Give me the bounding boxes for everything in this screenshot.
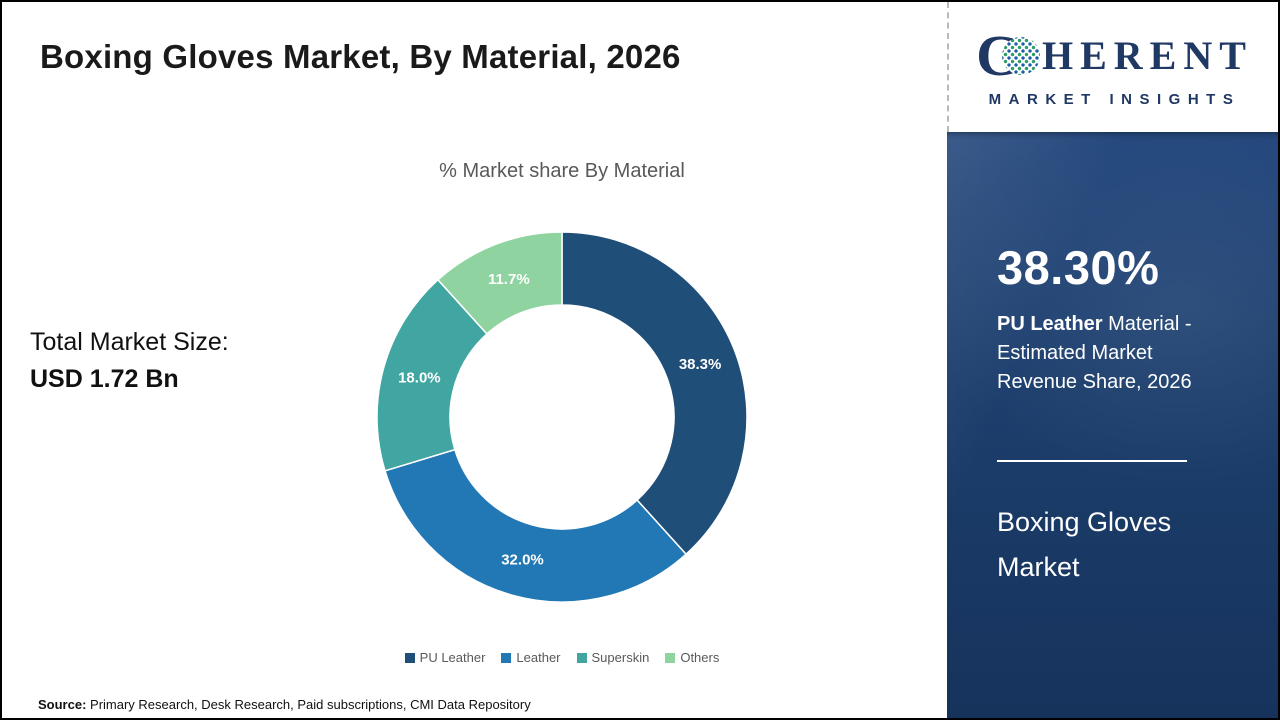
total-market-size-label: Total Market Size: (30, 328, 229, 356)
page-title: Boxing Gloves Market, By Material, 2026 (40, 38, 681, 75)
legend-item-others: Others (665, 650, 719, 665)
globe-dots-icon (1001, 36, 1040, 75)
source-text: Primary Research, Desk Research, Paid su… (86, 697, 531, 712)
donut-segment-label-leather: 32.0% (501, 552, 544, 569)
market-name: Boxing Gloves Market (997, 507, 1172, 582)
legend-swatch-icon (576, 652, 587, 663)
total-market-size-block: Total Market Size: USD 1.72 Bn (30, 328, 229, 394)
highlight-panel: 38.30% PU Leather Material - Estimated M… (947, 132, 1278, 718)
chart-area: Boxing Gloves Market, By Material, 2026 … (2, 2, 947, 718)
stat-description-bold: PU Leather (997, 313, 1103, 335)
total-market-size-value: USD 1.72 Bn (30, 365, 179, 393)
legend-swatch-icon (404, 652, 415, 663)
donut-segment-label-superskin: 18.0% (398, 369, 441, 386)
donut-segment-leather (384, 448, 688, 603)
legend-label: PU Leather (419, 650, 486, 665)
legend-swatch-icon (501, 652, 512, 663)
source-note: Source: Primary Research, Desk Research,… (38, 697, 531, 712)
stat-description: PU Leather Material - Estimated Market R… (997, 310, 1219, 397)
donut-chart: 38.3% 32.0% 18.0% 11.7% (376, 231, 748, 603)
donut-segment-pu-leather (561, 231, 748, 556)
chart-legend: PU Leather Leather Superskin Others (312, 650, 812, 665)
panel-divider (997, 460, 1187, 462)
stat-value: 38.30% (997, 241, 1160, 294)
donut-segment-others (436, 231, 563, 335)
source-label: Source: (38, 697, 87, 712)
legend-item-superskin: Superskin (576, 650, 650, 665)
legend-item-pu-leather: PU Leather (404, 650, 486, 665)
legend-label: Superskin (591, 650, 650, 665)
donut-segment-label-pu-leather: 38.3% (679, 356, 722, 373)
brand-logo-row: C HERENT (976, 26, 1253, 85)
donut-segment-label-others: 11.7% (488, 271, 530, 288)
chart-title: % Market share By Material (439, 160, 685, 182)
legend-label: Leather (516, 650, 561, 665)
stat-description-rest: Material - Estimated Market Revenue Shar… (997, 313, 1192, 393)
logo-wordmark: HERENT (1041, 32, 1253, 78)
brand-logo: C HERENT MARKET INSIGHTS (947, 2, 1278, 132)
legend-label: Others (680, 650, 720, 665)
logo-subtitle: MARKET INSIGHTS (988, 90, 1241, 108)
legend-item-leather: Leather (501, 650, 561, 665)
legend-swatch-icon (665, 652, 676, 663)
